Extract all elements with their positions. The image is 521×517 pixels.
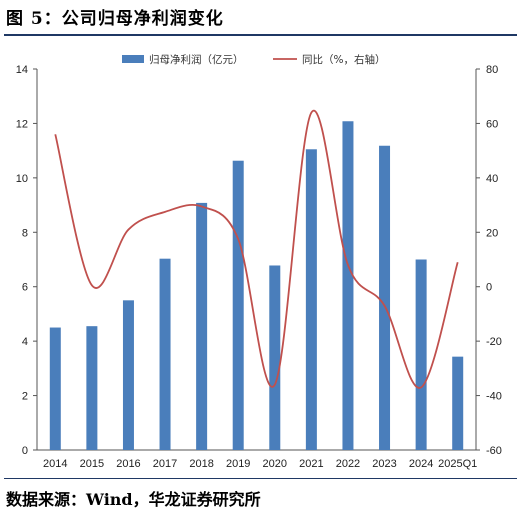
x-tick-label: 2017	[153, 458, 177, 470]
bar	[342, 121, 354, 450]
x-tick-label: 2022	[336, 458, 360, 470]
bar	[232, 160, 244, 450]
title-rule	[4, 34, 517, 36]
y-right-tick-label: -60	[486, 445, 502, 457]
y-right-tick-label: 60	[486, 118, 498, 130]
bar	[159, 258, 171, 450]
x-tick-label: 2014	[43, 458, 67, 470]
x-tick-label: 2015	[80, 458, 104, 470]
x-tick-label: 2024	[409, 458, 433, 470]
bar-series	[49, 121, 464, 450]
bar	[196, 202, 208, 450]
x-tick-label: 2019	[226, 458, 250, 470]
y-left-tick-label: 10	[16, 173, 28, 185]
y-right-tick-label: -40	[486, 391, 502, 403]
y-left-tick-label: 12	[16, 118, 28, 130]
x-tick-label: 2021	[299, 458, 323, 470]
tick-labels: 0 2 4 6 8 10 12 14 -60 -40 -20 0 20 40 60 80 2014 2015 201…	[16, 64, 502, 470]
y-right-tick-label: 0	[486, 282, 492, 294]
bar	[122, 300, 134, 450]
chart-axes	[33, 68, 480, 451]
bar	[49, 327, 61, 450]
legend-line-label: 同比（%，右轴）	[302, 53, 385, 66]
y-right-tick-label: 20	[486, 227, 498, 239]
legend: 归母净利润（亿元） 同比（%，右轴）	[122, 53, 385, 66]
line-series	[54, 109, 459, 389]
y-right-tick-label: 80	[486, 64, 498, 76]
y-left-tick-label: 2	[22, 391, 28, 403]
legend-bar-swatch	[122, 55, 144, 63]
x-tick-label: 2025Q1	[438, 458, 477, 470]
y-left-tick-label: 4	[22, 336, 28, 348]
source-rule	[4, 478, 517, 479]
bar	[452, 356, 464, 450]
bar	[305, 149, 317, 450]
bar	[379, 145, 391, 450]
bar	[269, 265, 281, 450]
y-left-tick-label: 14	[16, 64, 28, 76]
bar	[415, 259, 427, 450]
figure-title: 图 5：公司归母净利润变化	[6, 9, 224, 29]
bar	[86, 326, 98, 450]
y-right-tick-label: -20	[486, 336, 502, 348]
y-left-tick-label: 8	[22, 227, 28, 239]
x-tick-label: 2020	[263, 458, 287, 470]
legend-bar-label: 归母净利润（亿元）	[149, 53, 244, 66]
y-right-tick-label: 40	[486, 173, 498, 185]
x-tick-label: 2018	[189, 458, 213, 470]
x-tick-label: 2023	[372, 458, 396, 470]
y-left-tick-label: 6	[22, 282, 28, 294]
y-left-tick-label: 0	[22, 445, 28, 457]
x-tick-label: 2016	[116, 458, 140, 470]
figure-source: 数据来源：Wind，华龙证券研究所	[6, 490, 261, 509]
yoy-line	[54, 109, 459, 389]
